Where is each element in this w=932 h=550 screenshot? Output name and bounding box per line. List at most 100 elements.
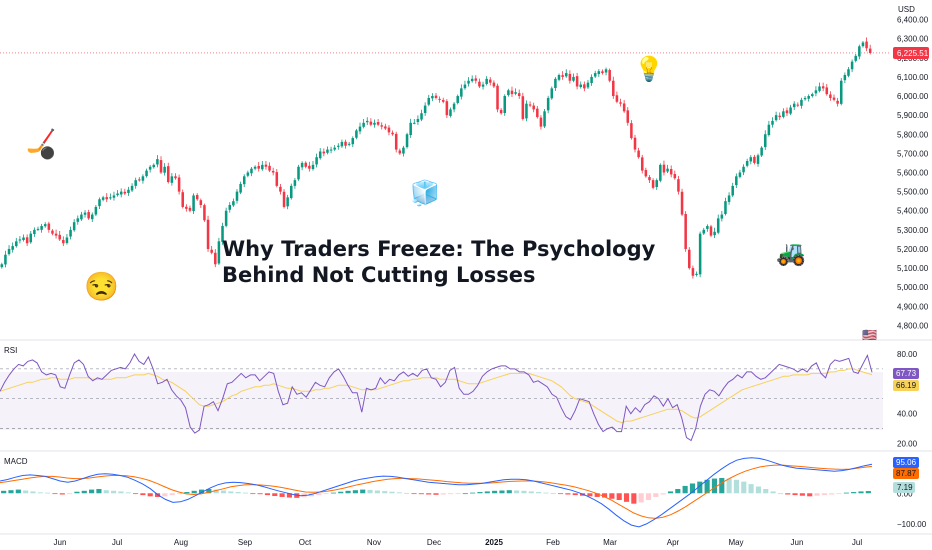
- candle-body: [521, 96, 525, 119]
- candle-body: [445, 101, 449, 116]
- unamused-face-icon: 😒: [84, 271, 119, 302]
- candle-body: [829, 94, 832, 98]
- candle-body: [478, 81, 481, 87]
- macd-histogram-bar: [565, 493, 571, 495]
- macd-histogram-bar: [755, 486, 761, 494]
- candle-body: [365, 120, 369, 123]
- macd-histogram-bar: [536, 492, 542, 494]
- macd-histogram-bar: [426, 493, 432, 495]
- histogram-value: 7.19: [897, 483, 913, 492]
- candle-body: [268, 165, 271, 171]
- candle-body: [753, 156, 756, 163]
- candle-body: [264, 164, 268, 167]
- candle-body: [109, 197, 112, 199]
- candle-body: [868, 48, 872, 53]
- candle-body: [612, 80, 615, 97]
- price-axis-tick: 5,100.00: [897, 264, 929, 273]
- candle-body: [633, 137, 637, 150]
- candle-body: [517, 93, 521, 97]
- candle-body: [474, 78, 478, 81]
- candle-body: [449, 109, 452, 116]
- hockey-stick-icon: 🏒: [26, 128, 56, 155]
- candle-body: [156, 159, 159, 165]
- price-axis-tick: 6,000.00: [897, 92, 929, 101]
- candle-body: [384, 126, 387, 129]
- macd-histogram-bar: [220, 490, 227, 494]
- macd-histogram-bar: [558, 493, 564, 495]
- macd-histogram-bar: [631, 493, 637, 504]
- macd-histogram-bar: [52, 493, 58, 495]
- candle-body: [192, 195, 195, 212]
- macd-histogram-bar: [272, 493, 278, 497]
- candle-body: [441, 100, 445, 102]
- macd-histogram-bar: [836, 493, 842, 495]
- candle-body: [836, 100, 839, 104]
- macd-histogram-bar: [601, 493, 608, 498]
- candle-body: [130, 185, 134, 191]
- currency-label: USD: [898, 5, 915, 14]
- candle-body: [47, 223, 51, 230]
- candle-body: [409, 122, 412, 136]
- macd-histogram-bar: [697, 481, 703, 494]
- candle-body: [760, 147, 763, 156]
- candle-body: [76, 218, 80, 222]
- price-axis-tick: 4,900.00: [897, 302, 929, 311]
- candle-body: [87, 212, 90, 219]
- macd-histogram-bar: [550, 493, 556, 495]
- candle-body: [29, 233, 33, 243]
- macd-histogram-bar: [792, 493, 798, 496]
- macd-histogram-bar: [389, 491, 395, 494]
- candle-body: [644, 170, 648, 177]
- candle-body: [858, 46, 861, 57]
- macd-histogram-bar: [594, 493, 600, 497]
- macd-histogram-bar: [360, 489, 366, 494]
- candle-body: [470, 78, 474, 82]
- macd-histogram-bar: [206, 488, 212, 494]
- candle-body: [854, 55, 857, 61]
- macd-histogram-bar: [616, 493, 622, 500]
- macd-histogram-bar: [645, 493, 652, 500]
- candle-body: [239, 183, 242, 193]
- candle-body: [279, 186, 282, 192]
- candle-body: [297, 166, 300, 180]
- candle-body: [532, 105, 535, 110]
- time-axis-tick: Oct: [299, 538, 312, 547]
- rsi-pane-label: RSI: [4, 346, 17, 355]
- candle-body: [789, 107, 792, 114]
- candle-body: [604, 69, 608, 73]
- candle-body: [402, 147, 405, 154]
- macd-histogram-bar: [638, 493, 644, 503]
- candle-body: [579, 84, 582, 88]
- macd-histogram-bar: [37, 492, 43, 494]
- macd-histogram-bar: [404, 492, 410, 494]
- macd-histogram-bar: [514, 490, 520, 494]
- candle-body: [847, 69, 850, 76]
- candle-body: [460, 88, 463, 97]
- candle-body: [152, 164, 156, 168]
- candle-body: [355, 130, 358, 138]
- candle-body: [282, 191, 286, 207]
- candle-body: [271, 170, 275, 173]
- price-axis-tick: 5,900.00: [897, 111, 929, 120]
- macd-histogram-bar: [250, 493, 256, 495]
- price-axis-tick: 5,600.00: [897, 169, 929, 178]
- candle-body: [206, 219, 210, 249]
- candle-body: [771, 120, 774, 125]
- candle-body: [778, 115, 782, 118]
- macd-histogram-bar: [814, 493, 820, 496]
- macd-histogram-bar: [147, 493, 153, 497]
- candle-body: [431, 96, 434, 99]
- candle-body: [398, 150, 402, 154]
- candle-body: [185, 206, 188, 209]
- time-axis-tick: May: [728, 538, 743, 547]
- candle-body: [369, 121, 373, 125]
- candle-body: [33, 229, 36, 235]
- macd-histogram-bar: [169, 493, 175, 496]
- candle-body: [583, 84, 586, 89]
- candle-body: [742, 166, 745, 173]
- candle-body: [427, 97, 431, 105]
- candle-body: [839, 80, 843, 104]
- candle-body: [503, 96, 507, 114]
- candle-body: [148, 166, 152, 170]
- candle-body: [669, 169, 673, 175]
